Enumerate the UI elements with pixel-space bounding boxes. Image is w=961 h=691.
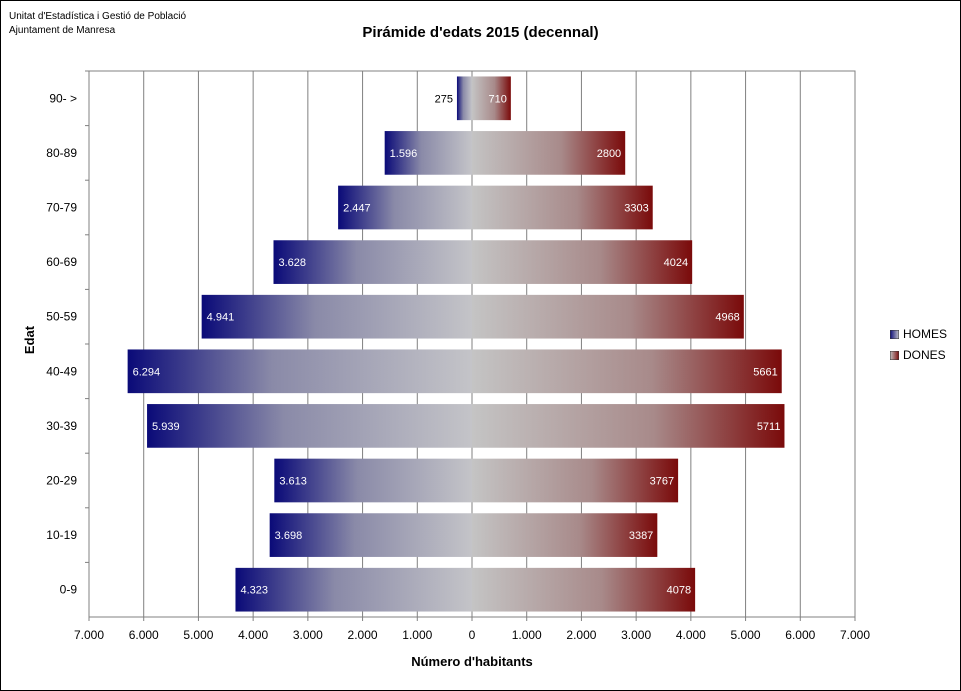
data-label-dones: 3767 xyxy=(650,476,674,488)
chart-title: Pirámide d'edats 2015 (decennal) xyxy=(362,24,599,41)
data-label-homes: 4.323 xyxy=(240,585,268,597)
x-tick-label: 4.000 xyxy=(238,628,268,642)
y-tick-label: 90- > xyxy=(49,91,77,105)
data-label-homes: 3.698 xyxy=(275,530,303,542)
bar-dones xyxy=(472,131,626,175)
data-label-dones: 4968 xyxy=(715,312,739,324)
bar-dones xyxy=(472,404,785,448)
data-label-dones: 3387 xyxy=(629,530,653,542)
x-tick-label: 3.000 xyxy=(621,628,651,642)
x-tick-label: 7.000 xyxy=(840,628,870,642)
bar-dones xyxy=(472,349,782,394)
bar-dones xyxy=(472,513,658,557)
data-label-dones: 5711 xyxy=(757,421,781,433)
bar-homes xyxy=(269,513,472,557)
x-tick-label: 2.000 xyxy=(348,628,378,642)
x-tick-label: 1.000 xyxy=(512,628,542,642)
bar-dones xyxy=(472,76,511,121)
x-tick-label: 6.000 xyxy=(785,628,815,642)
source-line-2: Ajuntament de Manresa xyxy=(9,25,116,36)
y-tick-label: 50-59 xyxy=(46,310,77,324)
bar-dones xyxy=(472,185,653,230)
x-tick-label: 7.000 xyxy=(74,628,104,642)
data-label-homes: 3.628 xyxy=(278,257,306,269)
legend-item-homes: HOMES xyxy=(890,327,947,341)
y-tick-label: 30-39 xyxy=(46,419,77,433)
y-tick-label: 20-29 xyxy=(46,474,77,488)
x-tick-label: 3.000 xyxy=(293,628,323,642)
y-axis-title: Edat xyxy=(22,325,37,354)
x-tick-label: 5.000 xyxy=(731,628,761,642)
bar-homes xyxy=(147,404,472,448)
data-label-dones: 4078 xyxy=(667,585,691,597)
x-tick-label: 2.000 xyxy=(566,628,596,642)
data-label-dones: 2800 xyxy=(597,148,621,160)
bar-homes xyxy=(127,349,472,394)
data-label-dones: 4024 xyxy=(664,257,688,269)
data-label-dones: 3303 xyxy=(624,203,648,215)
bar-homes xyxy=(338,185,472,230)
data-label-homes: 2.447 xyxy=(343,203,371,215)
legend-label-dones: DONES xyxy=(903,348,946,362)
x-tick-label: 5.000 xyxy=(183,628,213,642)
x-tick-label: 6.000 xyxy=(129,628,159,642)
data-label-homes: 4.941 xyxy=(207,312,235,324)
y-tick-label: 0-9 xyxy=(60,583,78,597)
data-label-homes: 5.939 xyxy=(152,421,180,433)
bar-homes xyxy=(456,76,472,121)
data-label-homes: 6.294 xyxy=(133,366,161,378)
y-tick-label: 70-79 xyxy=(46,201,77,215)
x-tick-label: 1.000 xyxy=(402,628,432,642)
x-axis-title: Número d'habitants xyxy=(411,654,533,669)
legend-label-homes: HOMES xyxy=(903,327,948,341)
x-tick-label: 4.000 xyxy=(676,628,706,642)
legend-swatch-dones xyxy=(890,350,899,360)
bar-homes xyxy=(273,240,472,284)
bar-dones xyxy=(472,294,744,339)
legend-swatch-homes xyxy=(890,329,899,339)
bar-homes xyxy=(235,567,472,612)
source-line-1: Unitat d'Estadística i Gestió de Poblaci… xyxy=(9,11,187,22)
x-tick-label: 0 xyxy=(469,628,476,642)
bar-homes xyxy=(384,131,472,175)
data-label-homes: 1.596 xyxy=(390,148,418,160)
y-tick-label: 10-19 xyxy=(46,528,77,542)
data-label-homes: 275 xyxy=(435,93,453,105)
data-label-homes: 3.613 xyxy=(279,476,307,488)
y-tick-label: 60-69 xyxy=(46,255,77,269)
bar-dones xyxy=(472,567,696,612)
data-label-dones: 710 xyxy=(488,93,506,105)
bar-dones xyxy=(472,240,693,284)
bar-dones xyxy=(472,458,679,503)
data-label-dones: 5661 xyxy=(753,366,777,378)
bar-homes xyxy=(274,458,472,503)
bar-homes xyxy=(201,294,472,339)
y-tick-label: 40-49 xyxy=(46,364,77,378)
legend-item-dones: DONES xyxy=(890,348,946,362)
y-tick-label: 80-89 xyxy=(46,146,77,160)
